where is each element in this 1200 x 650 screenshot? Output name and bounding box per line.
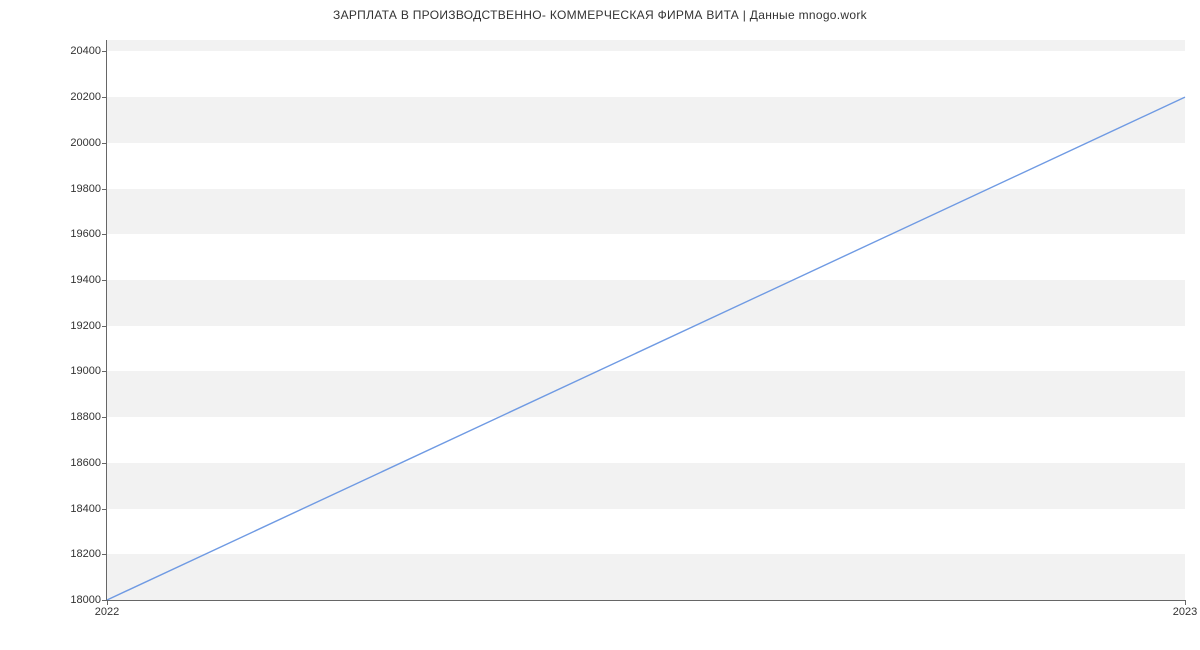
y-tick-mark [102, 51, 107, 52]
y-tick-mark [102, 417, 107, 418]
y-tick-mark [102, 97, 107, 98]
x-tick-mark [1185, 600, 1186, 605]
chart-title: ЗАРПЛАТА В ПРОИЗВОДСТВЕННО- КОММЕРЧЕСКАЯ… [0, 8, 1200, 22]
y-tick-mark [102, 189, 107, 190]
y-tick-mark [102, 143, 107, 144]
y-tick-mark [102, 463, 107, 464]
y-tick-mark [102, 326, 107, 327]
x-tick-mark [107, 600, 108, 605]
y-tick-mark [102, 234, 107, 235]
y-tick-mark [102, 371, 107, 372]
line-layer [107, 40, 1185, 600]
plot-area: 1800018200184001860018800190001920019400… [106, 40, 1185, 601]
y-tick-mark [102, 554, 107, 555]
salary-chart: ЗАРПЛАТА В ПРОИЗВОДСТВЕННО- КОММЕРЧЕСКАЯ… [0, 0, 1200, 650]
y-tick-mark [102, 280, 107, 281]
y-tick-mark [102, 509, 107, 510]
series-line [107, 97, 1185, 600]
